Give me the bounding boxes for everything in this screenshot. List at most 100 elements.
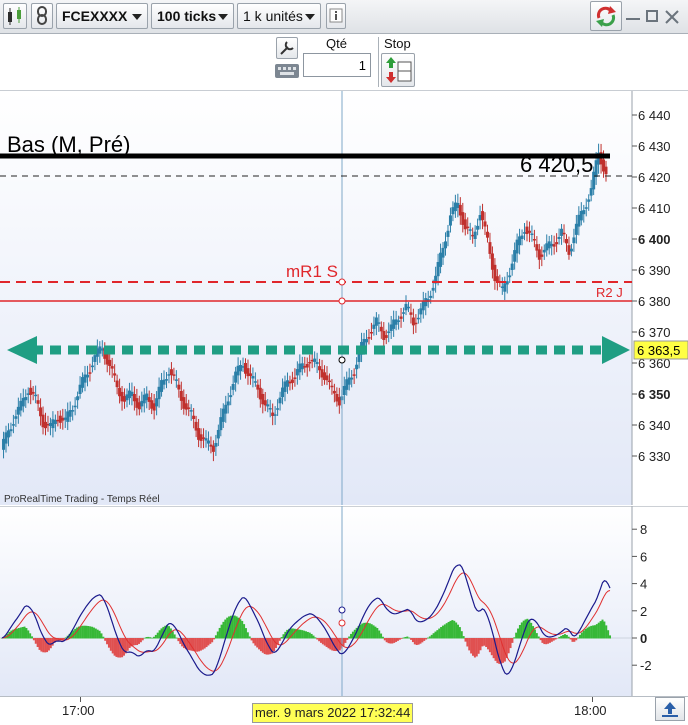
candle-body [384, 335, 388, 338]
candle-body [127, 390, 131, 399]
macd-hist-bar [192, 638, 195, 652]
candle-body [308, 361, 312, 364]
candle-body [444, 241, 448, 249]
candle-body [471, 234, 475, 237]
macd-hist-bar [425, 638, 428, 640]
instrument-label: FCEXXXX [62, 8, 128, 24]
current-price-label: 6 363,5 [637, 343, 680, 358]
macd-hist-bar [383, 638, 386, 641]
macd-hist-bar [526, 618, 529, 639]
scroll-to-end-button[interactable] [655, 697, 685, 721]
macd-hist-bar [539, 638, 542, 641]
price-chart[interactable]: 6 440 6 430 6 420 6 410 6 400 6 390 6 380 6 370… [0, 91, 688, 505]
macd-hist-bar [441, 625, 444, 639]
macd-hist-bar [244, 628, 247, 639]
candle-body [58, 415, 62, 423]
macd-hist-bar [271, 638, 274, 654]
candle-body [582, 210, 586, 215]
candle-body [429, 295, 433, 298]
candle-body [560, 228, 564, 236]
macd-hist-bar [265, 638, 268, 655]
macd-hist-bar [498, 638, 501, 664]
qty-input[interactable] [303, 53, 371, 77]
instrument-select[interactable]: FCEXXXX [56, 3, 148, 29]
macd-hist-bar [111, 638, 114, 654]
candle-body [555, 242, 559, 245]
refresh-button[interactable] [590, 1, 622, 31]
macd-hist-bar [323, 638, 326, 646]
candle-body [594, 160, 598, 177]
macd-hist-bar [580, 632, 583, 639]
macd-hist-bar [42, 638, 45, 653]
keyboard-icon[interactable] [274, 62, 300, 80]
stop-order-button[interactable] [381, 53, 415, 87]
macd-hist-bar [132, 638, 135, 646]
candle-body [369, 332, 373, 334]
macd-hist-bar [588, 626, 591, 639]
macd-hist-bar [503, 638, 506, 662]
macd-hist-bar [548, 638, 551, 643]
interval-label: 100 ticks [157, 8, 217, 24]
macd-hist-bar [577, 637, 580, 639]
macd-hist-bar [485, 638, 488, 648]
r2-cursor-marker [338, 297, 346, 305]
candle-body [392, 319, 396, 329]
chevron-down-icon [305, 14, 315, 20]
macd-hist-bar [477, 638, 480, 654]
maximize-icon[interactable] [646, 10, 658, 22]
macd-hist-bar [301, 630, 304, 639]
macd-hist-bar [16, 628, 19, 639]
macd-hist-bar [31, 636, 34, 639]
macd-hist-bar [276, 638, 279, 645]
settings-button[interactable] [276, 37, 298, 59]
candle-body [214, 443, 218, 447]
candle-body [204, 438, 208, 441]
link-button[interactable] [31, 3, 53, 29]
macd-hist-bar [79, 626, 82, 639]
minimize-icon[interactable] [626, 18, 640, 20]
chart-type-button[interactable] [3, 3, 27, 29]
macd-hist-bar [207, 638, 210, 646]
info-button[interactable] [326, 3, 346, 29]
candle-body [81, 377, 85, 388]
macd-hist-bar [415, 638, 418, 646]
macd-hist-bar [481, 638, 484, 647]
macd-hist-bar [314, 637, 317, 639]
candle-body [330, 385, 334, 388]
candle-body [515, 239, 519, 254]
macd-histogram [1, 615, 611, 664]
macd-hist-bar [1, 638, 3, 639]
candlestick-icon [8, 7, 21, 25]
macd-hist-bar [400, 638, 403, 639]
macd-hist-bar [573, 638, 576, 642]
macd-hist-bar [357, 626, 360, 639]
macd-hist-bar [453, 620, 456, 639]
macd-hist-bar [250, 638, 253, 641]
candle-body [219, 417, 223, 431]
macd-hist-bar [104, 638, 107, 641]
macd-hist-bar [186, 638, 189, 650]
macd-hist-bar [530, 622, 533, 639]
macd-hist-bar [402, 637, 405, 639]
candle-body [530, 233, 534, 236]
macd-chart[interactable]: 8 6 4 2 0 -2 [0, 506, 688, 696]
candle-body [63, 417, 67, 420]
candle-body [51, 419, 55, 429]
interval-select[interactable]: 100 ticks [151, 3, 234, 29]
close-icon[interactable] [664, 9, 680, 25]
candle-body [335, 394, 339, 402]
candle-body [256, 384, 260, 390]
candle-body [589, 188, 593, 196]
cursor-date-label: mer. 9 mars 2022 17:32:44 [252, 703, 414, 723]
macd-hist-bar [153, 636, 155, 639]
macd-hist-bar [532, 626, 535, 639]
macd-hist-bar [29, 633, 32, 639]
macd-hist-bar [609, 635, 611, 639]
candle-body [567, 245, 571, 255]
candle-body [160, 380, 164, 392]
time-tick-1800: 18:00 [574, 703, 607, 718]
units-select[interactable]: 1 k unités [237, 3, 321, 29]
macd-hist-bar [198, 638, 201, 652]
macd-hist-bar [374, 626, 377, 639]
macd-hist-bar [487, 638, 490, 650]
